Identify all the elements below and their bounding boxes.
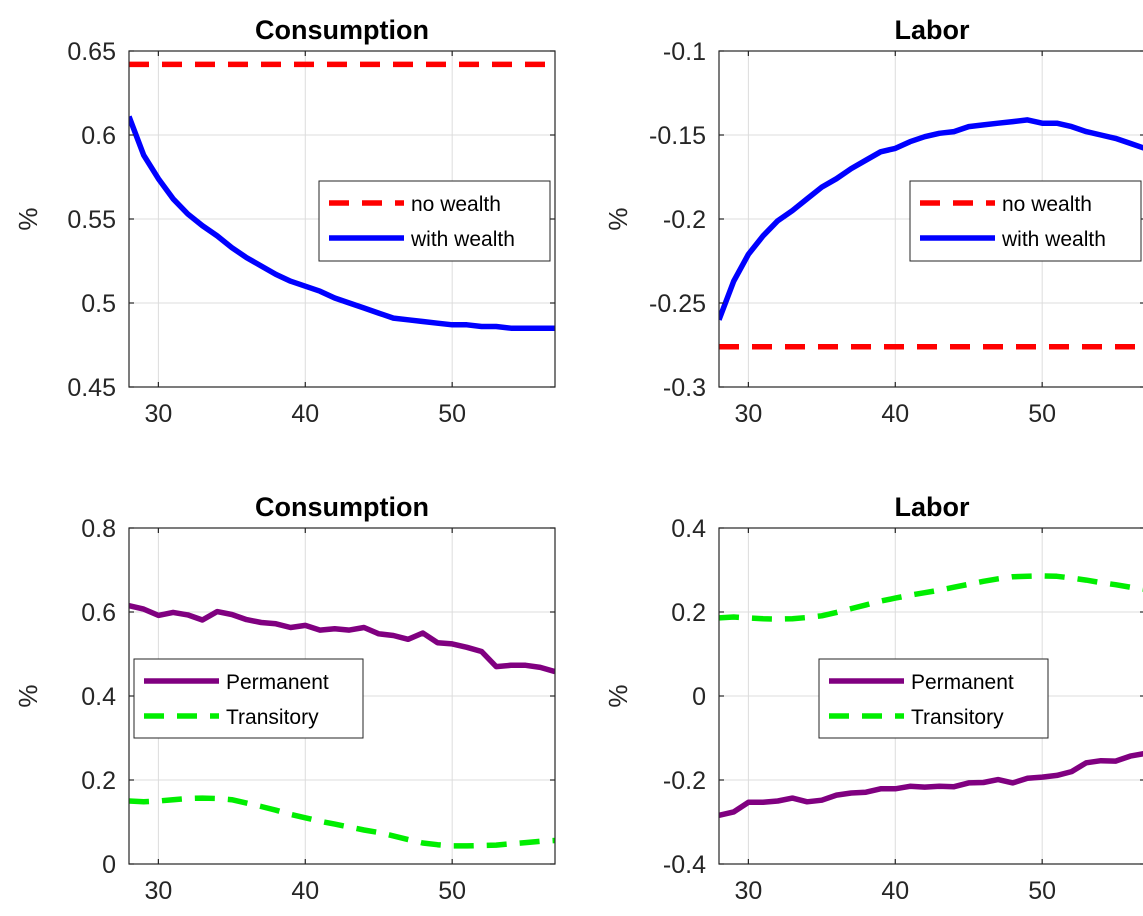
y-axis-label: % bbox=[13, 684, 43, 707]
y-axis-label: % bbox=[603, 684, 633, 707]
y-axis-label: % bbox=[13, 207, 43, 230]
y-tick-label: 0.55 bbox=[67, 206, 116, 234]
legend-label: no wealth bbox=[411, 193, 501, 216]
y-tick-label: 0.6 bbox=[81, 122, 116, 150]
legend-label: Transitory bbox=[226, 706, 319, 729]
series-group bbox=[719, 117, 1143, 350]
x-tick-label: 30 bbox=[734, 400, 762, 428]
series-line-transitory bbox=[719, 573, 1143, 622]
x-tick-label: 30 bbox=[144, 877, 172, 905]
series-group bbox=[129, 61, 555, 331]
y-tick-label: 0.6 bbox=[81, 599, 116, 627]
chart-title: Consumption bbox=[255, 15, 429, 45]
series-group bbox=[129, 603, 555, 849]
series-line-with-wealth bbox=[129, 115, 555, 331]
panel-labor-top: 30 40 50 -0.3 -0.25 -0.2 -0.15 -0.1 Labor% no wea… bbox=[603, 15, 1143, 428]
x-tick-label: 40 bbox=[881, 400, 909, 428]
x-tick-label: 40 bbox=[881, 877, 909, 905]
x-tick-label: 30 bbox=[144, 400, 172, 428]
y-tick-label: 0 bbox=[102, 851, 116, 879]
y-tick-label: -0.15 bbox=[649, 122, 706, 150]
y-tick-label: 0.65 bbox=[67, 38, 116, 66]
x-tick-label: 30 bbox=[734, 877, 762, 905]
panel-labor-bottom: 30 40 50 -0.4 -0.2 0 0.2 0.4 Labor% Permanent Tran… bbox=[603, 492, 1143, 905]
x-tick-label: 50 bbox=[1028, 400, 1056, 428]
chart-title: Labor bbox=[894, 15, 969, 45]
x-tick-label: 50 bbox=[1028, 877, 1056, 905]
y-tick-label: 0.2 bbox=[81, 767, 116, 795]
legend-label: no wealth bbox=[1002, 193, 1092, 216]
y-tick-label: -0.2 bbox=[663, 767, 706, 795]
chart-title: Labor bbox=[894, 492, 969, 522]
y-tick-label: 0.4 bbox=[81, 683, 116, 711]
y-tick-label: 0.45 bbox=[67, 374, 116, 402]
x-tick-label: 50 bbox=[438, 877, 466, 905]
y-tick-label: -0.1 bbox=[663, 38, 706, 66]
legend-box bbox=[318, 180, 551, 262]
legend-label: Transitory bbox=[911, 706, 1004, 729]
series-group bbox=[719, 573, 1143, 818]
series-line-transitory bbox=[129, 795, 555, 849]
legend-label: with wealth bbox=[410, 228, 515, 251]
y-tick-label: 0 bbox=[692, 683, 706, 711]
legend: Permanent Transitory bbox=[133, 658, 364, 739]
legend-label: Permanent bbox=[226, 671, 329, 694]
x-tick-label: 40 bbox=[291, 400, 319, 428]
y-tick-label: 0.4 bbox=[671, 515, 706, 543]
x-tick-label: 40 bbox=[291, 877, 319, 905]
y-axis-label: % bbox=[603, 207, 633, 230]
legend-label: Permanent bbox=[911, 671, 1014, 694]
y-tick-label: 0.2 bbox=[671, 599, 706, 627]
series-line-permanent bbox=[719, 751, 1143, 818]
legend-box bbox=[818, 658, 1049, 739]
y-tick-label: -0.25 bbox=[649, 290, 706, 318]
y-tick-label: -0.3 bbox=[663, 374, 706, 402]
series-line-with-wealth bbox=[719, 117, 1143, 321]
y-tick-label: 0.8 bbox=[81, 515, 116, 543]
legend-box bbox=[909, 180, 1142, 262]
panel-consumption-top: 30 40 50 0.45 0.5 0.55 0.6 0.65 Consumption% no w… bbox=[13, 15, 556, 428]
legend: no wealth with wealth bbox=[318, 180, 551, 262]
legend: no wealth with wealth bbox=[909, 180, 1142, 262]
legend-box bbox=[133, 658, 364, 739]
y-tick-label: 0.5 bbox=[81, 290, 116, 318]
legend: Permanent Transitory bbox=[818, 658, 1049, 739]
panel-consumption-bottom: 30 40 50 0 0.2 0.4 0.6 0.8 Consumption% Permanent… bbox=[13, 492, 556, 905]
chart-title: Consumption bbox=[255, 492, 429, 522]
y-tick-label: -0.4 bbox=[663, 851, 706, 879]
series-line-permanent bbox=[129, 603, 555, 675]
legend-label: with wealth bbox=[1001, 228, 1106, 251]
x-tick-label: 50 bbox=[438, 400, 466, 428]
y-tick-label: -0.2 bbox=[663, 206, 706, 234]
